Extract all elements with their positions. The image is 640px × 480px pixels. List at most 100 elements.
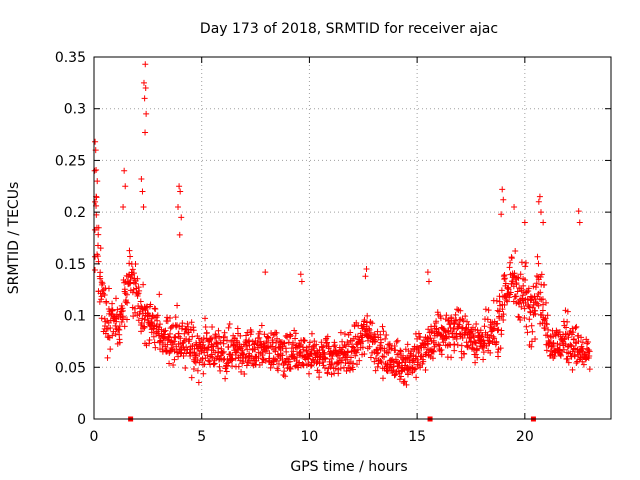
data-point xyxy=(308,361,315,368)
data-point xyxy=(495,326,502,333)
data-point xyxy=(494,307,501,314)
data-point xyxy=(298,278,305,285)
data-point xyxy=(367,335,374,342)
data-point xyxy=(544,312,551,319)
data-point xyxy=(413,374,420,381)
data-point xyxy=(313,341,320,348)
data-point xyxy=(344,356,351,363)
data-point xyxy=(345,341,352,348)
data-point xyxy=(129,266,136,273)
data-point xyxy=(92,266,99,273)
data-point xyxy=(500,196,507,203)
data-point xyxy=(177,188,184,195)
data-point xyxy=(410,352,417,359)
data-point xyxy=(443,312,450,319)
data-point xyxy=(561,336,568,343)
data-point xyxy=(502,280,509,287)
data-point xyxy=(460,317,467,324)
data-point xyxy=(166,314,173,321)
data-point xyxy=(511,203,518,210)
data-point xyxy=(292,330,299,337)
data-point xyxy=(484,316,491,323)
data-point xyxy=(262,269,269,276)
data-point xyxy=(532,310,539,317)
data-point xyxy=(105,285,112,292)
data-point xyxy=(542,325,549,332)
data-point xyxy=(508,255,515,262)
data-point xyxy=(118,319,125,326)
data-point xyxy=(383,332,390,339)
data-point xyxy=(123,316,130,323)
data-point xyxy=(572,324,579,331)
data-point xyxy=(204,352,211,359)
data-point xyxy=(580,361,587,368)
data-point xyxy=(320,351,327,358)
data-point xyxy=(382,335,389,342)
data-point xyxy=(477,327,484,334)
data-point xyxy=(397,347,404,354)
data-point xyxy=(513,293,520,300)
data-point xyxy=(331,342,338,349)
data-point xyxy=(174,302,181,309)
data-point xyxy=(215,327,222,334)
data-point xyxy=(473,321,480,328)
data-point xyxy=(506,264,513,271)
y-tick-label: 0 xyxy=(77,412,86,428)
data-point xyxy=(164,341,171,348)
data-point xyxy=(427,335,434,342)
data-point xyxy=(121,323,128,330)
data-point xyxy=(175,330,182,337)
data-point xyxy=(515,275,522,282)
data-point xyxy=(372,338,379,345)
data-point xyxy=(162,327,169,334)
data-point xyxy=(360,321,367,328)
data-point xyxy=(498,327,505,334)
data-point xyxy=(579,339,586,346)
data-point xyxy=(108,310,115,317)
data-point xyxy=(501,275,508,282)
data-point xyxy=(134,275,141,282)
data-point xyxy=(229,363,236,370)
data-point xyxy=(120,203,127,210)
data-point xyxy=(411,366,418,373)
data-point xyxy=(448,354,455,361)
data-point xyxy=(114,306,121,313)
data-point xyxy=(99,280,106,287)
data-point xyxy=(176,231,183,238)
data-point xyxy=(321,365,328,372)
data-point xyxy=(517,271,524,278)
data-point xyxy=(181,330,188,337)
data-point xyxy=(320,343,327,350)
data-point xyxy=(385,349,392,356)
data-point xyxy=(543,299,550,306)
data-point xyxy=(98,315,105,322)
data-point xyxy=(393,358,400,365)
data-point xyxy=(166,360,173,367)
x-tick-label: 15 xyxy=(408,429,426,445)
data-point xyxy=(164,318,171,325)
data-point xyxy=(102,330,109,337)
data-point xyxy=(260,340,267,347)
data-point xyxy=(458,354,465,361)
data-point xyxy=(457,307,464,314)
data-point xyxy=(352,352,359,359)
data-point xyxy=(482,306,489,313)
data-point xyxy=(363,266,370,273)
data-point xyxy=(485,337,492,344)
data-point xyxy=(458,342,465,349)
data-point xyxy=(244,329,251,336)
data-point xyxy=(324,333,331,340)
data-point xyxy=(216,363,223,370)
data-point xyxy=(528,343,535,350)
data-point xyxy=(472,359,479,366)
data-point xyxy=(150,333,157,340)
data-point xyxy=(296,359,303,366)
data-point xyxy=(551,353,558,360)
data-point xyxy=(193,352,200,359)
data-point xyxy=(109,332,116,339)
data-point xyxy=(428,329,435,336)
data-point xyxy=(522,277,529,284)
data-point xyxy=(190,327,197,334)
data-point xyxy=(519,292,526,299)
data-point xyxy=(544,332,551,339)
